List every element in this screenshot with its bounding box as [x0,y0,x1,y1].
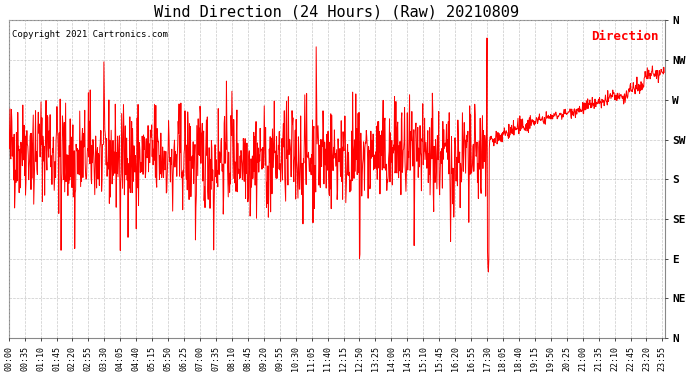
Text: Copyright 2021 Cartronics.com: Copyright 2021 Cartronics.com [12,30,168,39]
Text: Direction: Direction [591,30,658,43]
Title: Wind Direction (24 Hours) (Raw) 20210809: Wind Direction (24 Hours) (Raw) 20210809 [154,4,519,19]
